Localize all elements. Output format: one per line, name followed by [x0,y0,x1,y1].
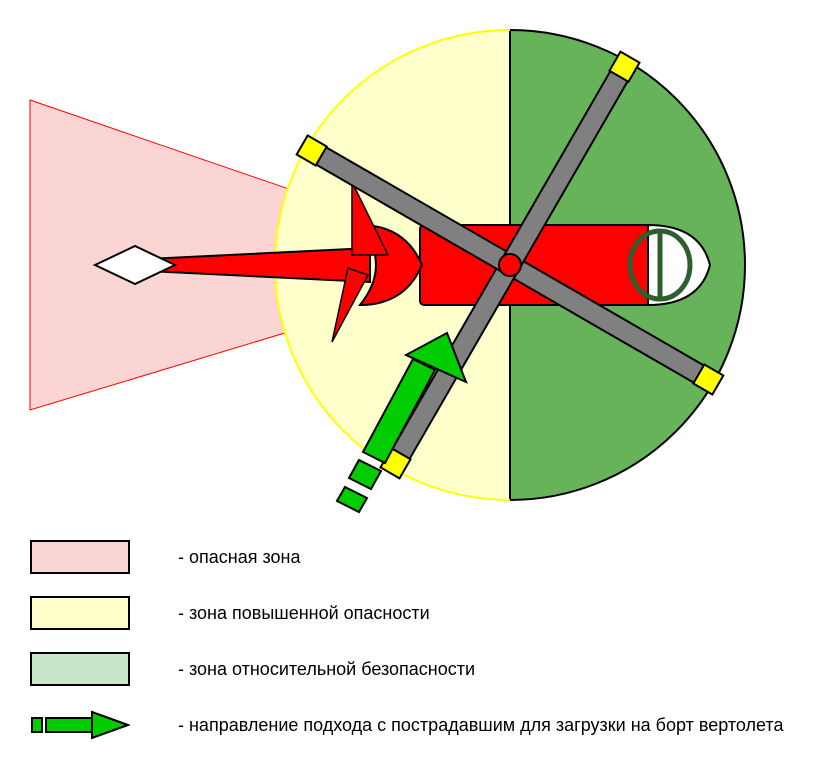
legend-row-safe: - зона относительной безопасности [30,652,810,686]
legend-label-safe: - зона относительной безопасности [178,659,475,680]
diagram-canvas: - опасная зона - зона повышенной опаснос… [0,0,827,773]
legend-row-danger: - опасная зона [30,540,810,574]
legend: - опасная зона - зона повышенной опаснос… [30,540,810,764]
legend-swatch-arrow [30,708,130,742]
helicopter-zones-svg [0,0,827,540]
legend-label-caution: - зона повышенной опасности [178,603,430,624]
legend-label-arrow: - направление подхода с пострадавшим для… [178,715,783,736]
legend-row-arrow: - направление подхода с пострадавшим для… [30,708,810,742]
legend-label-danger: - опасная зона [178,547,300,568]
legend-swatch-safe [30,652,130,686]
legend-swatch-danger [30,540,130,574]
legend-swatch-caution [30,596,130,630]
legend-row-caution: - зона повышенной опасности [30,596,810,630]
